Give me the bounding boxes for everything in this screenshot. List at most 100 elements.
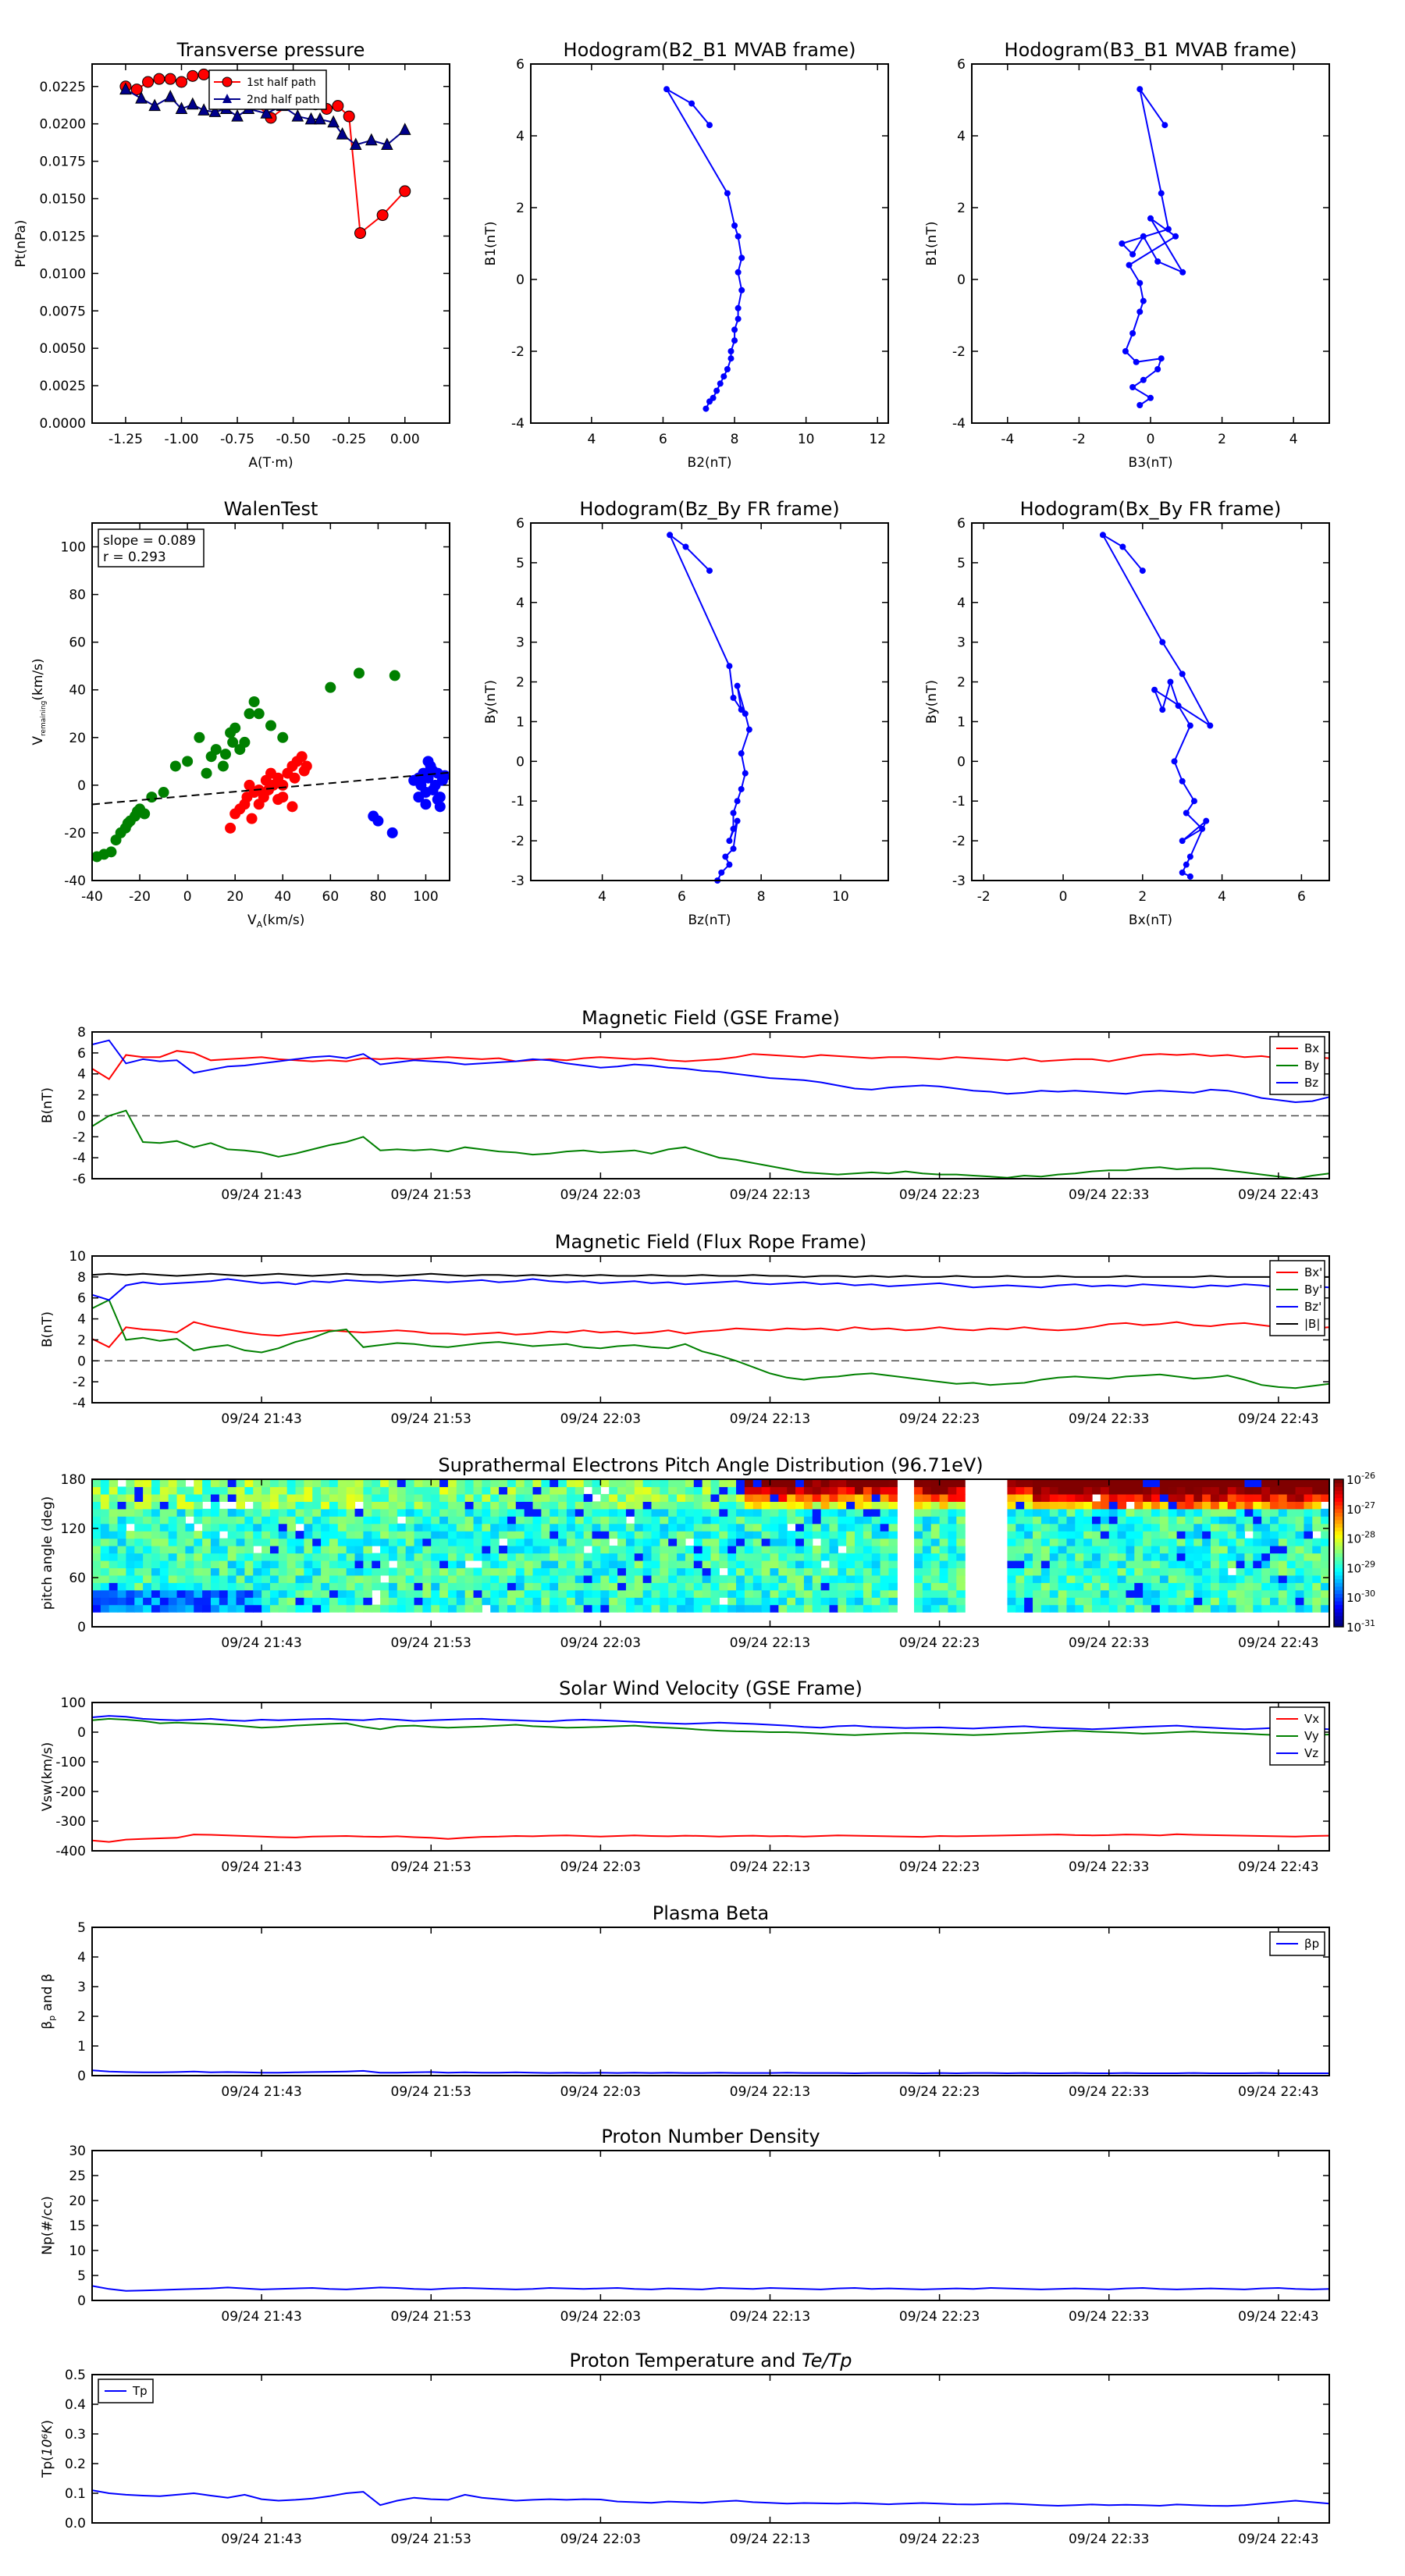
heatmap-cell	[143, 1589, 152, 1598]
colorbar-segment	[1334, 1553, 1343, 1557]
beta-xtick-label: 09/24 22:13	[730, 2084, 810, 2100]
heatmap-cell	[126, 1582, 135, 1591]
heatmap-cell	[770, 1479, 779, 1488]
data-point	[158, 787, 169, 799]
transverse-ytick-label: 0.0175	[40, 155, 86, 170]
heatmap-cell	[736, 1560, 745, 1568]
heatmap-cell	[1083, 1546, 1093, 1554]
heatmap-cell	[719, 1493, 728, 1502]
heatmap-cell	[329, 1597, 339, 1606]
heatmap-cell	[600, 1589, 610, 1598]
heatmap-cell	[1168, 1597, 1178, 1606]
heatmap-cell	[558, 1553, 567, 1561]
heatmap-cell	[736, 1501, 745, 1510]
heatmap-cell	[482, 1493, 491, 1502]
heatmap-cell	[617, 1567, 627, 1576]
heatmap-cell	[752, 1538, 763, 1546]
heatmap-cell	[1295, 1589, 1305, 1598]
heatmap-cell	[388, 1597, 398, 1606]
heatmap-cell	[1151, 1574, 1161, 1583]
heatmap-cell	[956, 1604, 966, 1613]
heatmap-cell	[253, 1531, 262, 1539]
heatmap-cell	[286, 1546, 297, 1554]
data-point	[365, 133, 378, 146]
heatmap-cell	[143, 1493, 152, 1502]
heatmap-cell	[151, 1604, 161, 1613]
pad-xtick-label: 09/24 21:43	[221, 1635, 301, 1651]
heatmap-cell	[651, 1597, 660, 1606]
heatmap-cell	[92, 1574, 101, 1583]
heatmap-cell	[948, 1479, 957, 1488]
heatmap-cell	[372, 1501, 381, 1510]
heatmap-cell	[117, 1582, 127, 1591]
heatmap-cell	[159, 1546, 169, 1554]
heatmap-cell	[456, 1479, 466, 1488]
heatmap-cell	[414, 1546, 423, 1554]
heatmap-cell	[668, 1604, 678, 1613]
heatmap-cell	[473, 1501, 482, 1510]
colorbar-segment	[1334, 1567, 1343, 1572]
heatmap-cell	[414, 1479, 423, 1488]
heatmap-cell	[397, 1486, 407, 1495]
heatmap-cell	[439, 1516, 449, 1525]
heatmap-cell	[499, 1516, 508, 1525]
heatmap-cell	[1075, 1567, 1084, 1576]
heatmap-cell	[456, 1516, 466, 1525]
heatmap-cell	[541, 1501, 550, 1510]
heatmap-cell	[710, 1538, 720, 1546]
heatmap-cell	[92, 1546, 101, 1554]
heatmap-cell	[1270, 1574, 1279, 1583]
heatmap-cell	[210, 1597, 220, 1606]
heatmap-cell	[863, 1538, 873, 1546]
heatmap-cell	[888, 1508, 898, 1517]
heatmap-cell	[1286, 1479, 1297, 1488]
heatmap-cell	[566, 1493, 576, 1502]
heatmap-cell	[269, 1589, 279, 1598]
heatmap-cell	[617, 1604, 627, 1613]
heatmap-cell	[397, 1493, 407, 1502]
heatmap-cell	[880, 1486, 890, 1495]
data-point	[135, 91, 148, 104]
heatmap-cell	[1185, 1531, 1194, 1539]
hodo_b2b1-xtick-label: 8	[731, 432, 739, 447]
heatmap-cell	[108, 1479, 119, 1488]
heatmap-cell	[143, 1508, 152, 1517]
data-point	[122, 817, 133, 829]
heatmap-cell	[1321, 1604, 1330, 1613]
heatmap-cell	[829, 1538, 838, 1546]
heatmap-cell	[617, 1582, 627, 1591]
heatmap-cell	[524, 1560, 534, 1568]
temperature-ytick-label: 0.0	[65, 2516, 86, 2532]
series-line-bz	[91, 1039, 1330, 1104]
heatmap-cell	[693, 1508, 703, 1517]
heatmap-cell	[143, 1501, 152, 1510]
heatmap-cell	[1278, 1589, 1288, 1598]
data-point	[730, 809, 737, 817]
heatmap-cell	[1218, 1546, 1229, 1554]
heatmap-cell	[1100, 1560, 1110, 1568]
heatmap-cell	[888, 1516, 898, 1525]
heatmap-cell	[948, 1523, 957, 1532]
walen-ytick-label: -40	[64, 873, 86, 889]
heatmap-cell	[1058, 1553, 1068, 1561]
heatmap-cell	[278, 1546, 288, 1554]
heatmap-cell	[930, 1508, 941, 1517]
heatmap-cell	[727, 1582, 737, 1591]
heatmap-cell	[524, 1604, 534, 1613]
heatmap-cell	[956, 1493, 966, 1502]
heatmap-cell	[1253, 1582, 1262, 1591]
heatmap-cell	[524, 1516, 534, 1525]
heatmap-cell	[253, 1560, 262, 1568]
heatmap-cell	[372, 1538, 381, 1546]
heatmap-cell	[447, 1479, 457, 1488]
heatmap-cell	[524, 1574, 534, 1583]
heatmap-cell	[1058, 1508, 1068, 1517]
heatmap-cell	[761, 1479, 771, 1488]
heatmap-cell	[1236, 1508, 1246, 1517]
hodo_bxby-ytick-label: 2	[957, 675, 966, 691]
heatmap-cell	[414, 1531, 423, 1539]
heatmap-cell	[1321, 1574, 1330, 1583]
heatmap-cell	[736, 1604, 745, 1613]
heatmap-cell	[803, 1560, 813, 1568]
heatmap-cell	[482, 1597, 491, 1606]
